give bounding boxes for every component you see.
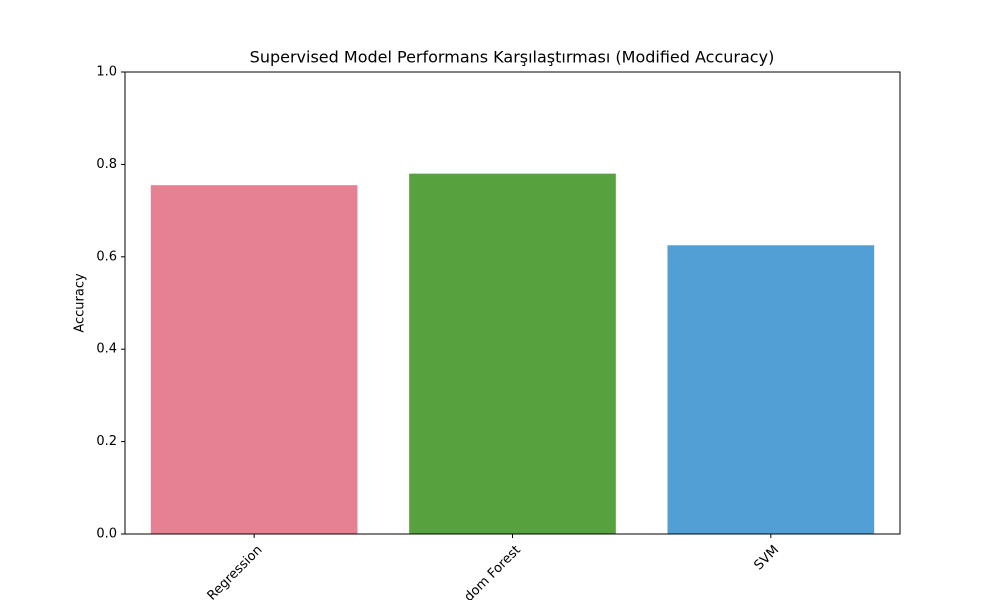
plot-frame: [124, 71, 901, 535]
x-tick-label: Regression: [205, 543, 266, 600]
bar: [409, 173, 616, 534]
y-axis-label: Accuracy: [73, 273, 88, 333]
x-tick-label: SVM: [751, 543, 782, 574]
chart-title: Supervised Model Performans Karşılaştırm…: [250, 48, 775, 67]
x-tick-label: dom Forest: [462, 543, 524, 600]
bar: [667, 245, 875, 534]
y-tick-label: 1.0: [96, 65, 117, 80]
bar: [150, 185, 358, 534]
y-tick-label: 0.4: [96, 342, 117, 357]
y-tick-label: 0.8: [96, 157, 117, 172]
y-tick-label: 0.0: [96, 527, 117, 542]
y-tick-label: 0.6: [96, 249, 117, 264]
y-tick-label: 0.2: [96, 434, 117, 449]
